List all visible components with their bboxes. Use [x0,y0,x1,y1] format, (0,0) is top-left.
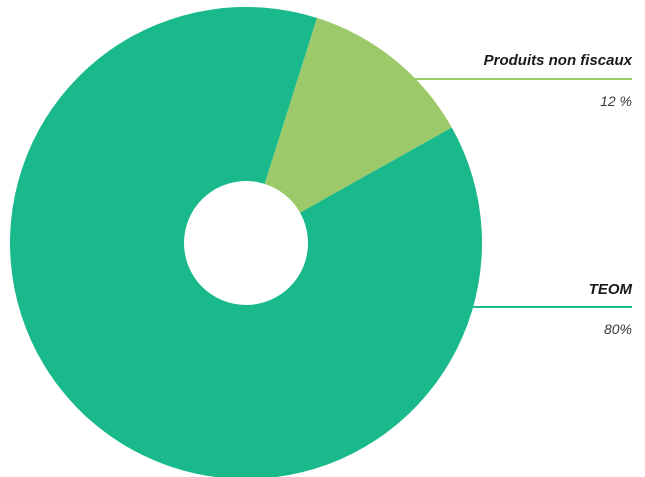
leader-line-teom [472,306,632,308]
legend-value-produits-non-fiscaux: 12 % [600,93,632,109]
legend-label-teom: TEOM [588,281,632,298]
legend-label-produits-non-fiscaux: Produits non fiscaux [483,52,632,69]
slice-produits-non-fiscaux [246,17,452,244]
legend-value-teom: 80% [603,321,632,337]
leader-line-produits-non-fiscaux [413,78,632,80]
donut-hole [184,181,308,305]
